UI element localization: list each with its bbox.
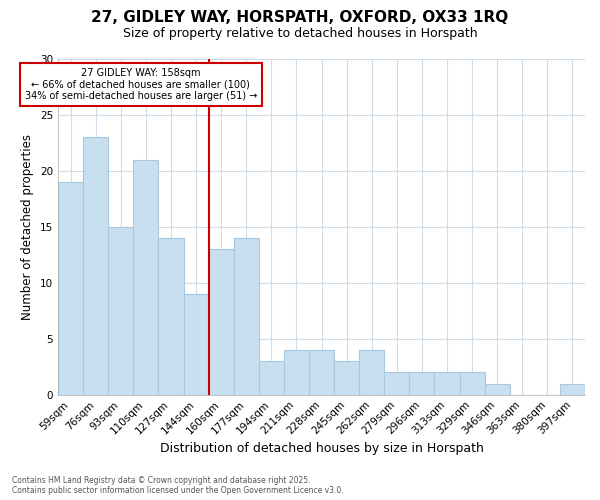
Bar (83, 138, 108, 394)
Bar (309, 350, 334, 395)
Bar (485, 384, 510, 394)
Bar (434, 372, 460, 394)
Bar (209, 249, 234, 394)
Bar (460, 372, 485, 394)
Bar (184, 294, 209, 394)
Bar (58, 182, 83, 394)
Y-axis label: Number of detached properties: Number of detached properties (22, 134, 34, 320)
Text: 27, GIDLEY WAY, HORSPATH, OXFORD, OX33 1RQ: 27, GIDLEY WAY, HORSPATH, OXFORD, OX33 1… (91, 10, 509, 25)
Bar (133, 160, 158, 394)
Text: Contains HM Land Registry data © Crown copyright and database right 2025.
Contai: Contains HM Land Registry data © Crown c… (12, 476, 344, 495)
X-axis label: Distribution of detached houses by size in Horspath: Distribution of detached houses by size … (160, 442, 484, 455)
Bar (384, 372, 409, 394)
Text: 27 GIDLEY WAY: 158sqm
← 66% of detached houses are smaller (100)
34% of semi-det: 27 GIDLEY WAY: 158sqm ← 66% of detached … (25, 68, 257, 101)
Text: Size of property relative to detached houses in Horspath: Size of property relative to detached ho… (122, 28, 478, 40)
Bar (409, 372, 434, 394)
Bar (359, 350, 384, 395)
Bar (259, 361, 284, 394)
Bar (560, 384, 585, 394)
Bar (108, 227, 133, 394)
Bar (158, 238, 184, 394)
Bar (284, 350, 309, 395)
Bar (334, 361, 359, 394)
Bar (234, 238, 259, 394)
